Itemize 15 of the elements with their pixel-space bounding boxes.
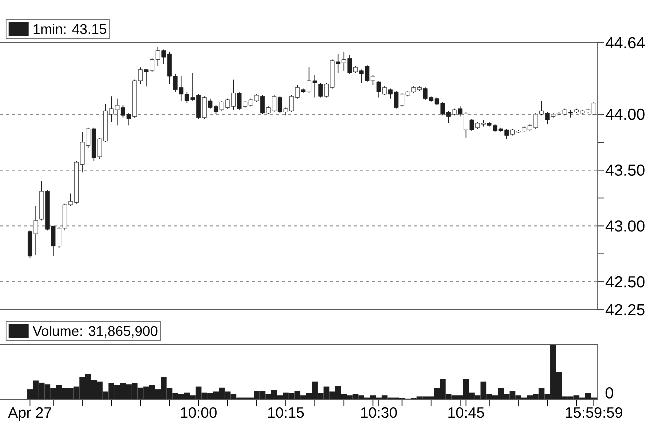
y-tick-label: 43.00 <box>606 220 645 232</box>
x-tick-label: 10:30 <box>361 408 398 418</box>
x-tick-label: 10:00 <box>181 408 217 418</box>
y-tick-label: 42.25 <box>606 304 645 316</box>
text: 0 <box>606 388 614 399</box>
x-tick-label: 15:59:59 <box>566 408 622 418</box>
y-tick-label: 44.00 <box>606 108 645 120</box>
y-tick-label: 43.50 <box>606 164 645 176</box>
legend-label: 1min: 43.15 <box>34 24 106 34</box>
y-tick-label: 42.50 <box>606 276 645 288</box>
x-tick-label: 10:15 <box>268 408 304 418</box>
y-tick-label: 44.64 <box>606 37 645 49</box>
x-tick-label: Apr 27 <box>8 408 52 422</box>
x-tick-label: 10:45 <box>448 408 484 418</box>
legend-label: Volume: 31,865,900 <box>32 326 158 338</box>
